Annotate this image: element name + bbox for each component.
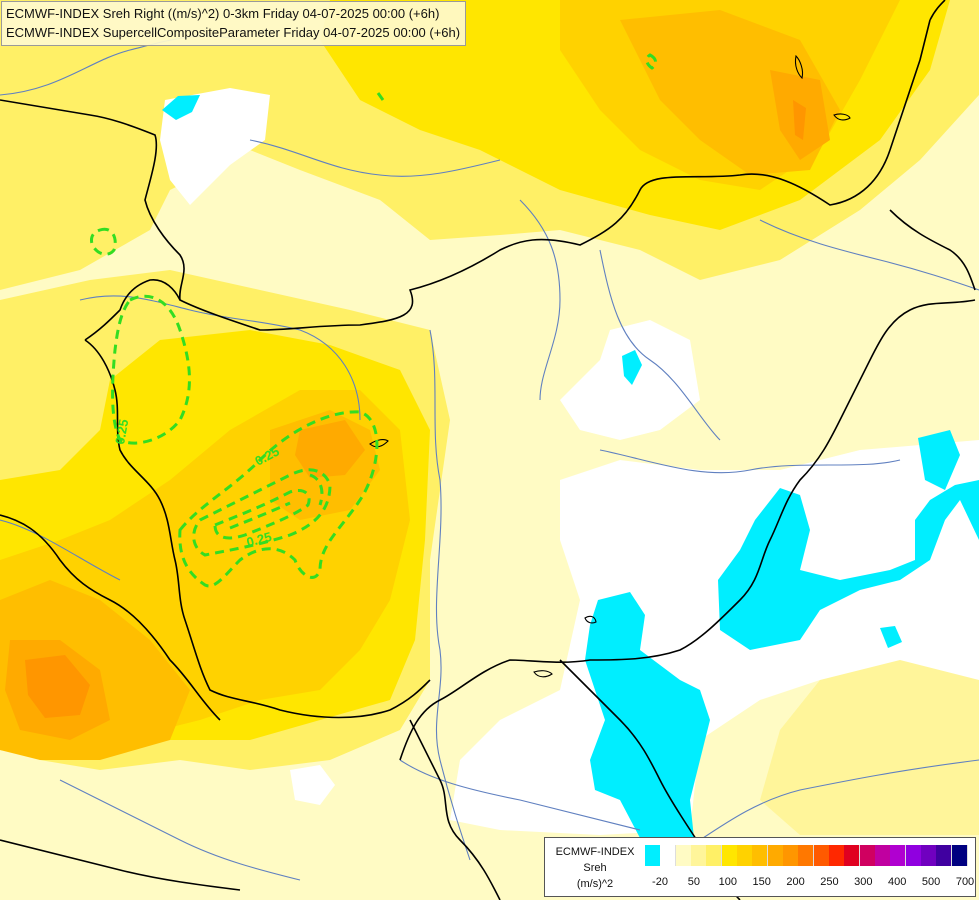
shading-north-hot	[793, 100, 806, 140]
shading-south-white	[290, 765, 335, 805]
contour-label-1: 0.25	[112, 418, 131, 446]
contour-label-3: 0.25	[245, 529, 273, 550]
shading-east-white	[450, 440, 979, 835]
legend-color-bar	[645, 845, 968, 866]
legend-tick-label: 400	[888, 876, 907, 888]
shading-southwest-hot	[25, 655, 90, 718]
shading-cyan-far-east	[918, 430, 960, 490]
legend-tick-label: -20	[652, 876, 668, 888]
title-line-1: ECMWF-INDEX Sreh Right ((m/s)^2) 0-3km F…	[6, 6, 440, 21]
legend-swatch	[951, 845, 968, 866]
legend-title-2: Sreh	[583, 862, 607, 874]
river-lines	[0, 35, 979, 881]
legend: ECMWF-INDEX Sreh (m/s)^2 -20 50 100 150 200 2…	[544, 837, 976, 897]
shading-cyan-north	[162, 95, 200, 120]
legend-tick-label: 500	[921, 876, 941, 888]
legend-tick-label: 700	[955, 876, 975, 888]
legend-tick-label: 100	[718, 876, 737, 888]
legend-tick-labels: -20 50 100 150 200 250 300 400 500 700	[545, 838, 975, 896]
shading-core-deep	[295, 420, 365, 478]
legend-tick-label: 150	[752, 876, 771, 888]
legend-title-1: ECMWF-INDEX	[555, 846, 635, 858]
legend-title-3: (m/s)^2	[576, 878, 614, 890]
shading-cyan-south	[585, 592, 710, 838]
title-line-2: ECMWF-INDEX SupercellCompositeParameter …	[6, 25, 461, 40]
legend-tick-label: 300	[854, 876, 873, 888]
shading-east-yellow	[760, 660, 979, 835]
shading-cyan-small	[880, 626, 902, 648]
lake-outlines	[369, 54, 851, 678]
shading-cyan-east	[718, 480, 979, 650]
legend-tick-label: 200	[786, 876, 805, 888]
title-box: ECMWF-INDEX Sreh Right ((m/s)^2) 0-3km F…	[1, 1, 467, 46]
shading-cyan-center	[622, 350, 642, 385]
shading-white-north	[160, 88, 270, 205]
legend-tick-label: 250	[820, 876, 839, 888]
legend-tick-label: 50	[687, 876, 700, 888]
scp-contours	[90, 53, 658, 588]
